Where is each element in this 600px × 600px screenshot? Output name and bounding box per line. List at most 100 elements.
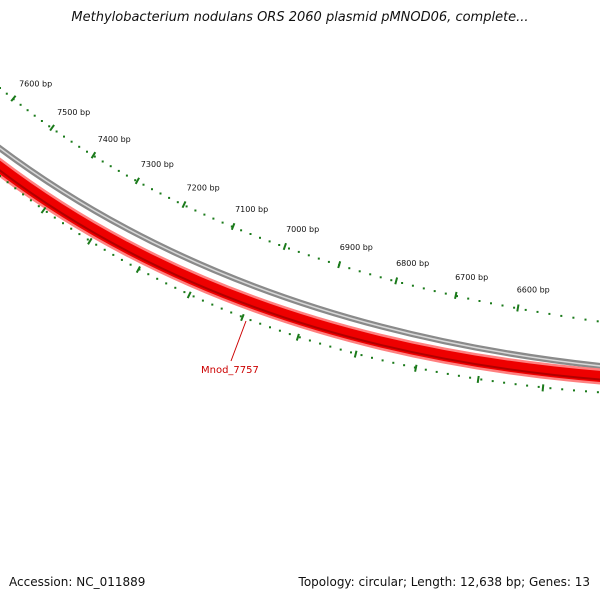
inner-tick-dot — [239, 315, 242, 318]
gene-label[interactable]: Mnod_7757 — [201, 365, 259, 376]
inner-tick-dot — [503, 381, 506, 384]
inner-tick-dot — [129, 263, 132, 266]
outer-tick-dot — [203, 213, 206, 216]
inner-tick-dot — [201, 299, 204, 302]
inner-tick-dot — [62, 222, 64, 225]
outer-tick-dot — [134, 179, 137, 182]
inner-tick-dot — [112, 253, 115, 256]
gene-label-leader — [230, 320, 247, 362]
outer-tick-dot — [327, 260, 330, 263]
outer-tick-dot — [288, 247, 290, 250]
outer-tick-dot — [433, 290, 436, 293]
outer-tick-dot — [93, 155, 96, 158]
bp-tick-label: 6900 bp — [340, 243, 373, 252]
outer-tick-dot — [55, 130, 58, 133]
bp-tick-mark — [282, 242, 287, 251]
inner-tick-dot — [6, 181, 9, 184]
inner-tick-dot — [424, 368, 427, 371]
bp-tick-label: 6800 bp — [396, 259, 429, 268]
outer-tick-dot — [142, 183, 145, 186]
outer-tick-dot — [176, 201, 179, 204]
outer-tick-dot — [26, 109, 29, 112]
inner-tick-mark — [87, 237, 93, 245]
outer-tick-dot — [560, 314, 563, 317]
inner-tick-dot — [329, 345, 332, 348]
gene-feature-mnod-7757[interactable] — [0, 152, 600, 385]
outer-tick-dot — [478, 300, 481, 302]
inner-tick-dot — [298, 336, 301, 339]
inner-tick-dot — [95, 243, 98, 246]
inner-tick-dot — [308, 339, 311, 342]
outer-tick-dot — [86, 150, 88, 153]
inner-tick-dot — [29, 199, 32, 202]
outer-tick-dot — [422, 287, 425, 290]
inner-tick-dot — [147, 273, 150, 276]
inner-tick-mark — [240, 313, 245, 322]
inner-tick-dot — [446, 372, 449, 375]
inner-tick-dot — [120, 258, 123, 261]
bp-tick-label: 7000 bp — [286, 225, 319, 234]
outer-tick-dot — [168, 196, 171, 199]
inner-tick-dot — [78, 233, 81, 236]
outer-tick-dot — [513, 306, 516, 309]
accession-text: Accession: NC_011889 — [9, 575, 146, 589]
inner-tick-mark — [476, 375, 480, 384]
outer-tick-dot — [596, 320, 599, 323]
bp-tick-label: 6600 bp — [517, 286, 550, 295]
bp-tick-mark — [337, 261, 342, 269]
inner-tick-dot — [249, 319, 252, 322]
outer-tick-dot — [185, 205, 188, 208]
inner-tick-mark — [414, 364, 418, 372]
outer-tick-dot — [159, 192, 162, 195]
inner-tick-dot — [220, 307, 223, 310]
inner-tick-dot — [319, 342, 322, 345]
outer-tick-dot — [221, 221, 224, 224]
inner-tick-dot — [53, 216, 56, 219]
bp-tick-mark — [49, 124, 55, 132]
inner-tick-dot — [288, 333, 291, 336]
inner-tick-dot — [339, 348, 342, 351]
inner-tick-dot — [37, 205, 40, 208]
inner-tick-dot — [596, 391, 599, 394]
outer-tick-dot — [572, 316, 575, 319]
inner-tick-dot — [174, 286, 177, 289]
inner-tick-dot — [585, 390, 587, 393]
outer-tick-dot — [5, 92, 8, 95]
outer-tick-dot — [259, 236, 261, 239]
outer-tick-dot — [536, 310, 539, 313]
outer-tick-dot — [411, 284, 414, 287]
outer-tick-dot — [548, 312, 551, 315]
map-title: Methylobacterium nodulans ORS 2060 plasm… — [71, 10, 529, 25]
inner-tick-dot — [165, 282, 168, 285]
outer-tick-dot — [78, 145, 81, 148]
outer-tick-dot — [444, 292, 447, 295]
outer-tick-dot — [117, 169, 120, 172]
inner-tick-dot — [45, 210, 48, 213]
bp-tick-label: 7500 bp — [57, 108, 90, 117]
outer-tick-dot — [390, 279, 393, 282]
outer-tick-dot — [109, 165, 112, 168]
inner-tick-mark — [135, 266, 141, 274]
outer-tick-dot — [379, 276, 382, 279]
inner-tick-dot — [549, 387, 552, 390]
inner-tick-dot — [156, 277, 159, 280]
outer-tick-dot — [317, 257, 320, 260]
inner-tick-dot — [381, 359, 384, 362]
outer-tick-dot — [358, 270, 361, 273]
inner-tick-dot — [183, 291, 186, 294]
inner-tick-dot — [392, 361, 395, 364]
outer-tick-dot — [490, 302, 492, 305]
inner-tick-dot — [480, 378, 483, 381]
outer-tick-dot — [584, 318, 587, 321]
outer-tick-ring — [0, 87, 599, 323]
inner-tick-dot — [211, 303, 214, 306]
backbone-outer-line — [0, 144, 600, 369]
inner-tick-dot — [103, 248, 106, 251]
inner-tick-dot — [573, 389, 575, 392]
inner-tick-mark — [295, 333, 300, 341]
outer-tick-dot — [63, 135, 65, 138]
inner-tick-dot — [537, 385, 540, 388]
inner-tick-dot — [435, 370, 438, 373]
bp-tick-mark — [181, 200, 187, 209]
